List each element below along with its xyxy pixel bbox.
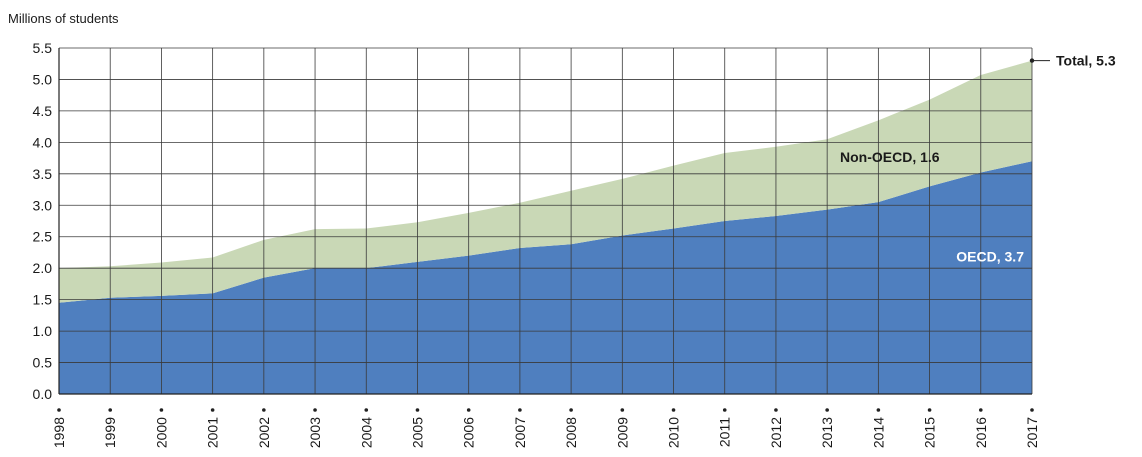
x-tick-label: 2014	[870, 417, 886, 448]
x-tick-marker	[518, 408, 522, 412]
x-tick-label: 2004	[358, 417, 374, 448]
y-tick-label: 0.0	[33, 386, 53, 402]
x-tick-label: 2011	[717, 417, 733, 447]
x-tick-label: 2013	[819, 417, 835, 448]
y-tick-label: 4.0	[33, 134, 53, 150]
x-tick-marker	[1030, 408, 1034, 412]
non-oecd-label: Non-OECD, 1.6	[840, 149, 940, 165]
x-tick-marker	[364, 408, 369, 412]
x-tick-label: 2007	[512, 417, 528, 448]
x-tick-marker	[620, 408, 625, 412]
y-tick-label: 3.5	[33, 166, 53, 182]
x-tick-label: 2008	[563, 417, 579, 448]
x-tick-marker	[159, 408, 164, 412]
x-tick-label: 2016	[973, 417, 989, 448]
x-tick-marker	[722, 408, 727, 412]
area-series-non-oecd	[59, 60, 1032, 303]
y-tick-label: 3.0	[33, 197, 53, 213]
x-tick-label: 2012	[768, 417, 784, 448]
total-marker	[1029, 58, 1035, 63]
y-tick-label: 5.0	[33, 71, 53, 87]
x-tick-label: 2000	[153, 417, 169, 448]
x-tick-label: 2015	[922, 417, 938, 448]
total-label: Total, 5.3	[1056, 53, 1116, 69]
x-tick-marker	[210, 408, 215, 412]
y-tick-label: 2.5	[33, 229, 53, 245]
y-tick-label: 5.5	[33, 40, 53, 56]
x-tick-label: 2006	[461, 417, 477, 448]
area-layers	[59, 60, 1032, 394]
y-tick-label: 1.5	[33, 292, 53, 308]
axes	[57, 48, 1034, 412]
x-tick-marker	[927, 408, 932, 412]
annotations: Total, 5.3 Non-OECD, 1.6 OECD, 3.7	[840, 53, 1116, 265]
x-tick-marker	[978, 408, 983, 412]
x-tick-label: 2002	[256, 417, 272, 448]
x-tick-marker	[569, 408, 573, 412]
y-tick-labels: 0.0 0.5 1.0 1.5 2.0 2.5 3.0 3.5 4.0 4.5 5.0 5.5	[33, 40, 53, 402]
x-tick-marker	[466, 408, 471, 412]
y-tick-label: 4.5	[33, 103, 53, 119]
x-tick-marker	[825, 408, 829, 412]
x-tick-label: 2005	[409, 417, 425, 448]
x-tick-label: 2003	[307, 417, 323, 448]
x-tick-label: 1998	[51, 417, 67, 448]
area-series-oecd	[59, 161, 1032, 394]
x-tick-label: 1999	[102, 417, 118, 448]
oecd-label: OECD, 3.7	[956, 249, 1024, 265]
x-tick-marker	[671, 408, 676, 412]
y-tick-label: 2.0	[33, 260, 53, 276]
x-tick-marker	[876, 408, 881, 412]
x-tick-marker	[262, 408, 266, 412]
x-tick-marker	[108, 408, 113, 412]
x-tick-marker	[415, 408, 420, 412]
x-tick-marker	[774, 408, 778, 412]
x-tick-label: 2009	[614, 417, 630, 448]
y-tick-label: 0.5	[33, 355, 53, 371]
x-tick-label: 2017	[1024, 417, 1040, 448]
y-axis-label: Millions of students	[8, 11, 119, 26]
x-tick-label: 2001	[205, 417, 221, 448]
x-tick-marker	[313, 408, 317, 412]
x-tick-label: 2010	[666, 417, 682, 448]
x-tick-labels: 1998 1999 2000 2001 2002 2003 2004 2005 2006 2007…	[51, 417, 1040, 448]
x-tick-marker	[57, 408, 61, 412]
y-tick-label: 1.0	[33, 323, 53, 339]
